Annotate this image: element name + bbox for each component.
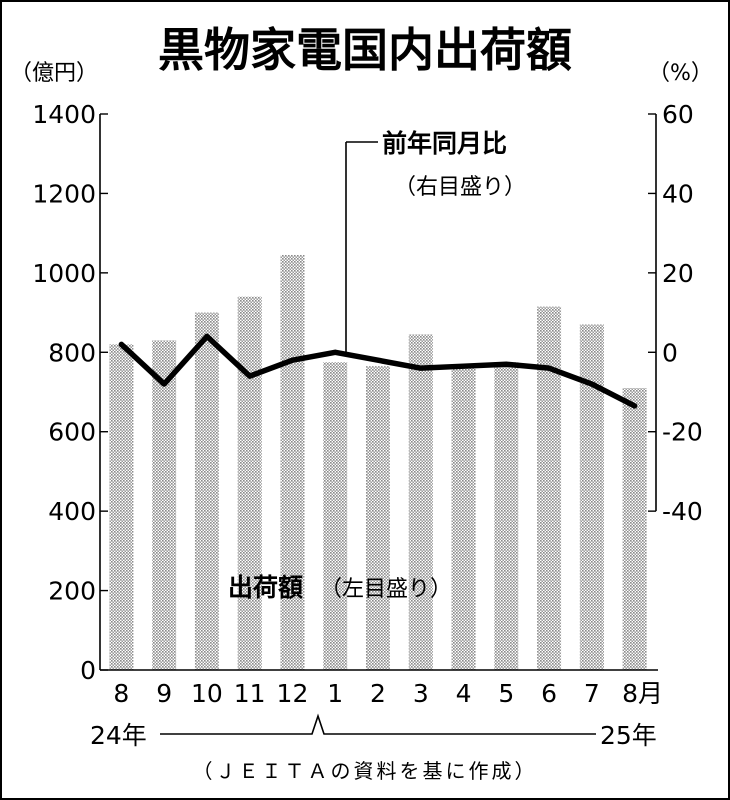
left-tick-label: 1200 — [32, 179, 96, 208]
bar — [152, 340, 177, 670]
bar — [622, 388, 647, 670]
x-tick-label: 8月 — [622, 679, 663, 708]
right-tick-label: 20 — [662, 259, 694, 288]
left-tick-label: 400 — [48, 497, 96, 526]
right-tick-label: -40 — [662, 497, 703, 526]
right-axis-unit: （%） — [648, 61, 713, 86]
tick-labels: 0 200 400 600 800 1000 1200 1400 -40 -20 0 20 40 60 8 9… — [32, 100, 702, 708]
x-tick-label: 5 — [498, 679, 514, 708]
bar — [579, 324, 604, 670]
source-note: （ＪＥＩＴＡの資料を基に作成） — [193, 759, 538, 783]
bar — [323, 362, 348, 670]
chart-title: 黒物家電国内出荷額 — [158, 23, 572, 77]
bar — [109, 344, 134, 670]
year-label-end: 25年 — [600, 721, 657, 750]
bar — [451, 368, 476, 670]
x-tick-label: 8 — [113, 679, 129, 708]
right-tick-label: 60 — [662, 100, 694, 129]
left-tick-label: 600 — [48, 418, 96, 447]
x-tick-label: 1 — [327, 679, 343, 708]
bar-series-note: （左目盛り） — [320, 577, 452, 602]
year-label-start: 24年 — [90, 721, 147, 750]
bar — [194, 312, 219, 670]
x-tick-label: 6 — [541, 679, 557, 708]
bar — [237, 296, 262, 670]
bar — [494, 362, 519, 670]
axes — [99, 113, 658, 671]
left-tick-label: 800 — [48, 338, 96, 367]
bar — [537, 306, 562, 670]
x-tick-label: 10 — [191, 679, 223, 708]
x-tick-label: 9 — [156, 679, 172, 708]
line-series — [118, 333, 638, 409]
x-tick-label: 3 — [413, 679, 429, 708]
x-tick-label: 12 — [277, 679, 309, 708]
line-series-label: 前年同月比 — [382, 129, 507, 158]
x-tick-label: 4 — [456, 679, 472, 708]
bar — [366, 366, 390, 670]
right-tick-label: -20 — [662, 418, 703, 447]
line-series-note: （右目盛り） — [394, 175, 526, 200]
x-tick-label: 7 — [584, 679, 600, 708]
right-tick-label: 0 — [662, 338, 678, 367]
left-tick-label: 1400 — [32, 100, 96, 129]
bar-series-label: 出荷額 — [228, 573, 303, 602]
bar-series — [109, 254, 647, 670]
left-tick-label: 0 — [80, 656, 96, 685]
bar — [280, 254, 305, 670]
year-bracket — [160, 713, 596, 735]
yoy-line — [118, 333, 638, 409]
left-tick-label: 200 — [48, 577, 96, 606]
bar — [408, 334, 433, 670]
x-tick-label: 11 — [234, 679, 266, 708]
x-tick-label: 2 — [370, 679, 386, 708]
left-tick-label: 1000 — [32, 259, 96, 288]
right-tick-label: 40 — [662, 179, 694, 208]
left-axis-unit: （億円） — [10, 61, 98, 86]
